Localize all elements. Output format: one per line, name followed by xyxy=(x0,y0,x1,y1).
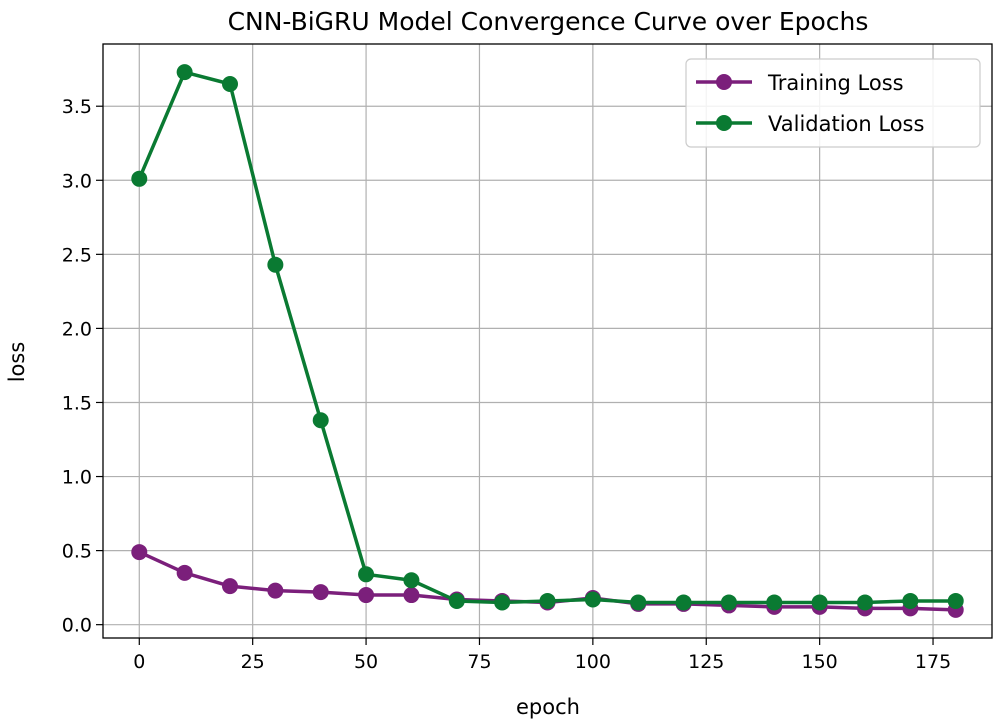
y-tick-label: 1.0 xyxy=(62,467,92,489)
y-tick-label: 1.5 xyxy=(62,392,92,414)
training-loss-point xyxy=(312,584,329,601)
y-tick-label: 0.5 xyxy=(62,541,92,563)
validation-loss-point xyxy=(312,412,329,429)
y-tick-label: 0.0 xyxy=(62,615,92,637)
plot-frame xyxy=(102,43,993,639)
training-loss-point xyxy=(403,587,420,604)
validation-loss-point xyxy=(222,75,238,92)
training-loss-point xyxy=(358,587,375,604)
legend: Training Loss Validation Loss xyxy=(685,58,981,148)
x-tick-label: 50 xyxy=(354,651,378,673)
x-tick-label: 175 xyxy=(915,651,951,673)
legend-swatch-marker xyxy=(716,74,732,90)
x-tick-label: 125 xyxy=(688,651,724,673)
validation-loss-point xyxy=(494,594,511,611)
y-tick-label: 3.0 xyxy=(62,170,92,192)
training-loss-point xyxy=(222,578,238,595)
validation-loss-point xyxy=(539,592,556,609)
validation-loss-line xyxy=(137,70,956,605)
validation-loss-point xyxy=(403,572,420,589)
legend-label: Training Loss xyxy=(767,71,904,95)
validation-loss-point xyxy=(857,594,873,611)
validation-loss-point xyxy=(675,594,692,611)
y-tick-label: 2.5 xyxy=(62,244,92,266)
training-loss-point xyxy=(267,582,284,599)
validation-loss-point xyxy=(811,594,828,611)
validation-loss-point xyxy=(176,64,193,81)
chart-title: CNN-BiGRU Model Convergence Curve over E… xyxy=(228,7,869,36)
validation-loss-point xyxy=(267,256,284,273)
x-tick-label: 25 xyxy=(241,651,265,673)
legend-item-training-loss: Training Loss xyxy=(696,71,904,95)
x-tick-label: 75 xyxy=(467,651,491,673)
validation-loss-point xyxy=(947,592,964,609)
y-axis-label: loss xyxy=(5,342,29,383)
legend-swatch-marker xyxy=(716,115,732,131)
validation-loss-series xyxy=(131,64,964,611)
validation-loss-point xyxy=(630,594,647,611)
validation-loss-point xyxy=(720,594,737,611)
x-axis-label: epoch xyxy=(516,695,580,719)
legend-box xyxy=(685,58,981,148)
validation-loss-point xyxy=(358,566,375,583)
validation-loss-point xyxy=(584,591,601,608)
legend-item-validation-loss: Validation Loss xyxy=(696,112,924,136)
x-tick-label: 150 xyxy=(802,651,838,673)
training-loss-point xyxy=(176,564,193,581)
validation-loss-point xyxy=(902,592,919,609)
legend-label: Validation Loss xyxy=(768,112,924,136)
ticks: 0 25 50 75 100 125 150 175 0.0 0.5 1.0 1.5 2.0 2.5 3.0… xyxy=(62,96,951,673)
x-tick-label: 100 xyxy=(575,651,611,673)
training-loss-point xyxy=(131,544,148,561)
y-tick-label: 3.5 xyxy=(62,96,92,118)
x-tick-label: 0 xyxy=(133,651,145,673)
y-tick-label: 2.0 xyxy=(62,318,92,340)
validation-loss-point xyxy=(766,594,783,611)
series-layer xyxy=(131,64,964,618)
validation-loss-point xyxy=(131,170,148,187)
validation-loss-point xyxy=(448,592,465,609)
